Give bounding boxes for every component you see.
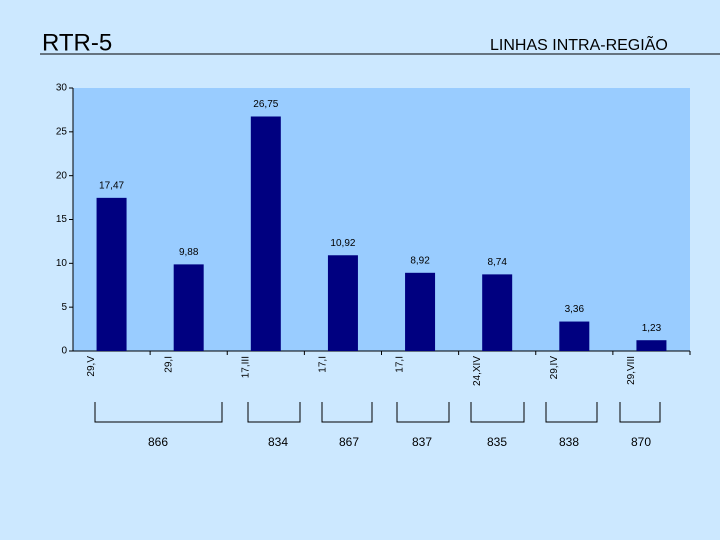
- bar: [559, 321, 590, 351]
- value-label: 10,92: [330, 238, 355, 249]
- group-label: 870: [631, 435, 651, 449]
- y-tick-label: 15: [56, 214, 68, 225]
- bar: [250, 116, 281, 351]
- value-label: 17,47: [99, 180, 124, 191]
- slide-subtitle: LINHAS INTRA-REGIÃO: [490, 34, 668, 54]
- y-tick-label: 5: [61, 302, 67, 313]
- bar: [96, 197, 127, 351]
- value-label: 26,75: [253, 99, 278, 110]
- x-tick-label: 17,I: [318, 356, 329, 373]
- value-label: 8,74: [487, 257, 507, 268]
- bracket: [396, 402, 450, 423]
- value-label: 9,88: [179, 247, 199, 258]
- y-tick-label: 10: [56, 258, 68, 269]
- bracket: [619, 402, 661, 423]
- y-tick-label: 20: [56, 170, 68, 181]
- y-tick-label: 30: [56, 83, 68, 94]
- x-tick-label: 24,XIV: [472, 356, 483, 386]
- bar: [405, 272, 436, 351]
- group-label: 837: [412, 435, 432, 449]
- group-label: 834: [268, 435, 288, 449]
- x-tick-label: 17,I: [395, 356, 406, 373]
- group-label: 866: [148, 435, 168, 449]
- group-label: 838: [559, 435, 579, 449]
- bracket: [545, 402, 598, 423]
- x-tick-label: 29,V: [86, 356, 97, 377]
- bracket: [94, 402, 223, 423]
- plot-area: [73, 88, 690, 351]
- x-tick-label: 29,IV: [549, 356, 560, 380]
- x-tick-label: 17,III: [240, 356, 251, 378]
- value-label: 3,36: [565, 304, 585, 315]
- bar: [482, 274, 513, 351]
- x-tick-label: 29,VIII: [626, 356, 637, 385]
- bracket: [321, 402, 373, 423]
- bar: [636, 340, 667, 351]
- y-tick-label: 0: [61, 346, 67, 357]
- bar: [327, 255, 358, 351]
- bracket: [470, 402, 525, 423]
- y-tick-label: 25: [56, 126, 68, 137]
- value-label: 1,23: [642, 323, 662, 334]
- bracket: [247, 402, 301, 423]
- x-tick-label: 29,I: [163, 356, 174, 373]
- group-label: 867: [339, 435, 359, 449]
- slide-title: RTR-5: [42, 29, 112, 56]
- group-label: 835: [487, 435, 507, 449]
- bar: [173, 264, 204, 351]
- value-label: 8,92: [410, 255, 430, 266]
- group-brackets: [94, 402, 661, 423]
